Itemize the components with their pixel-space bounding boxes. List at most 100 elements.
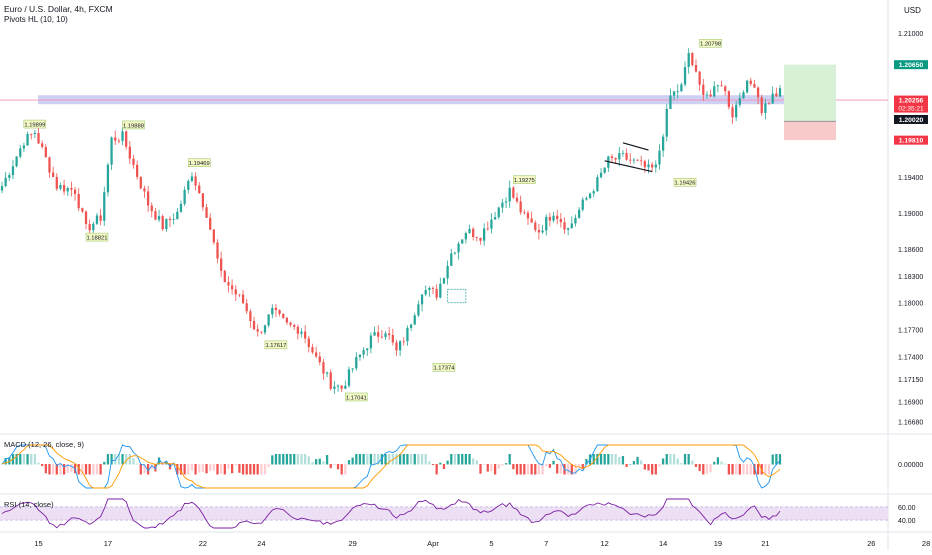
candle-body xyxy=(267,314,270,326)
macd-bar xyxy=(296,454,299,465)
candle-body xyxy=(614,157,617,160)
pivot-label-text: 1.19888 xyxy=(123,123,144,129)
macd-bar xyxy=(640,460,643,465)
candle-body xyxy=(420,294,424,305)
macd-label[interactable]: MACD (12, 26, close, 9) xyxy=(4,440,85,449)
candle-body xyxy=(486,228,489,230)
candle-body xyxy=(643,161,646,168)
macd-bar xyxy=(30,454,33,465)
candle-body xyxy=(325,372,329,374)
candle-body xyxy=(362,350,365,355)
rsi-line xyxy=(1,498,781,529)
macd-bar xyxy=(19,454,22,465)
macd-bar xyxy=(599,454,603,465)
candle-body xyxy=(73,189,77,194)
price-tick-label: 1.21000 xyxy=(898,31,923,38)
stop-price-badge-bg xyxy=(894,135,928,145)
macd-bar xyxy=(512,464,515,470)
candle-body xyxy=(417,304,420,316)
macd-bar xyxy=(764,464,767,475)
chart-title: Euro / U.S. Dollar, 4h, FXCM xyxy=(4,4,113,14)
macd-bar xyxy=(431,464,435,466)
candle-body xyxy=(274,307,278,311)
rsi-label[interactable]: RSI (14, close) xyxy=(4,500,54,509)
candle-body xyxy=(632,159,636,161)
candle-body xyxy=(767,103,771,105)
macd-bar xyxy=(658,464,661,467)
candle-body xyxy=(442,278,446,284)
macd-bar xyxy=(282,454,285,465)
macd-bar xyxy=(77,464,80,475)
candle-body xyxy=(340,385,343,389)
candle-body xyxy=(760,97,763,114)
macd-bar xyxy=(99,464,102,475)
macd-bar xyxy=(318,458,321,465)
macd-bar xyxy=(212,464,215,471)
candle-body xyxy=(117,140,121,142)
candle-body xyxy=(435,288,438,298)
candle-body xyxy=(771,93,774,104)
candle-body xyxy=(77,193,80,209)
macd-bar xyxy=(530,464,533,475)
pivot-label-box xyxy=(345,392,368,402)
candle-body xyxy=(0,186,4,191)
candle-body xyxy=(271,307,274,315)
candle-body xyxy=(95,215,99,224)
macd-bar xyxy=(424,454,427,465)
candle-body xyxy=(168,218,172,220)
macd-bar xyxy=(559,464,562,474)
candle-body xyxy=(431,287,435,289)
macd-bar xyxy=(70,464,73,473)
macd-bar xyxy=(702,464,705,475)
price-tick-label: 1.17700 xyxy=(898,328,923,335)
candle-body xyxy=(66,188,69,192)
candle-body xyxy=(212,229,215,243)
stop-zone xyxy=(784,121,836,141)
macd-bar xyxy=(234,464,237,466)
candle-body xyxy=(223,270,226,283)
candle-body xyxy=(636,159,639,161)
pivot-label-box xyxy=(23,119,47,129)
mini-channel xyxy=(447,288,467,304)
macd-bar xyxy=(271,455,274,465)
macd-bar xyxy=(179,464,183,475)
macd-bar xyxy=(227,464,230,469)
macd-bar xyxy=(55,464,58,475)
macd-bar xyxy=(157,457,161,465)
pivot-labels: 1.19899 1.19888 1.19469 1.18821 1.17617 1.170… xyxy=(23,39,722,402)
macd-bar xyxy=(735,464,738,475)
candle-body xyxy=(559,218,562,223)
candle-body xyxy=(413,315,416,325)
candle-body xyxy=(88,224,91,231)
candle-body xyxy=(672,91,676,96)
candle-body xyxy=(552,215,555,221)
macd-bar xyxy=(48,464,51,475)
macd-bar xyxy=(636,456,639,465)
candle-body xyxy=(475,237,478,238)
indicator-label[interactable]: Pivots HL (10, 10) xyxy=(4,15,68,24)
macd-bar xyxy=(464,454,468,465)
macd-bar xyxy=(501,464,504,466)
candle-body xyxy=(44,146,47,158)
macd-bar xyxy=(585,459,588,465)
pivot-label-box xyxy=(432,363,456,372)
pivot-label-text: 1.17617 xyxy=(265,343,286,349)
time-tick-label: 21 xyxy=(761,539,769,548)
macd-bar xyxy=(556,464,559,474)
macd-bar xyxy=(472,458,475,465)
candle-body xyxy=(136,164,139,177)
candle-body xyxy=(296,326,299,334)
candle-body xyxy=(406,327,409,342)
candle-body xyxy=(490,219,493,229)
macd-bar xyxy=(37,462,40,465)
candle-body xyxy=(132,158,135,165)
current-price-badge-countdown: 02:35:21 xyxy=(898,106,924,113)
candle-body xyxy=(749,80,752,84)
candle-body xyxy=(351,368,354,370)
macd-bar xyxy=(377,454,380,465)
candle-body xyxy=(70,188,73,190)
macd-bar xyxy=(417,454,420,465)
candle-body xyxy=(735,104,738,118)
macd-bar xyxy=(537,464,541,475)
